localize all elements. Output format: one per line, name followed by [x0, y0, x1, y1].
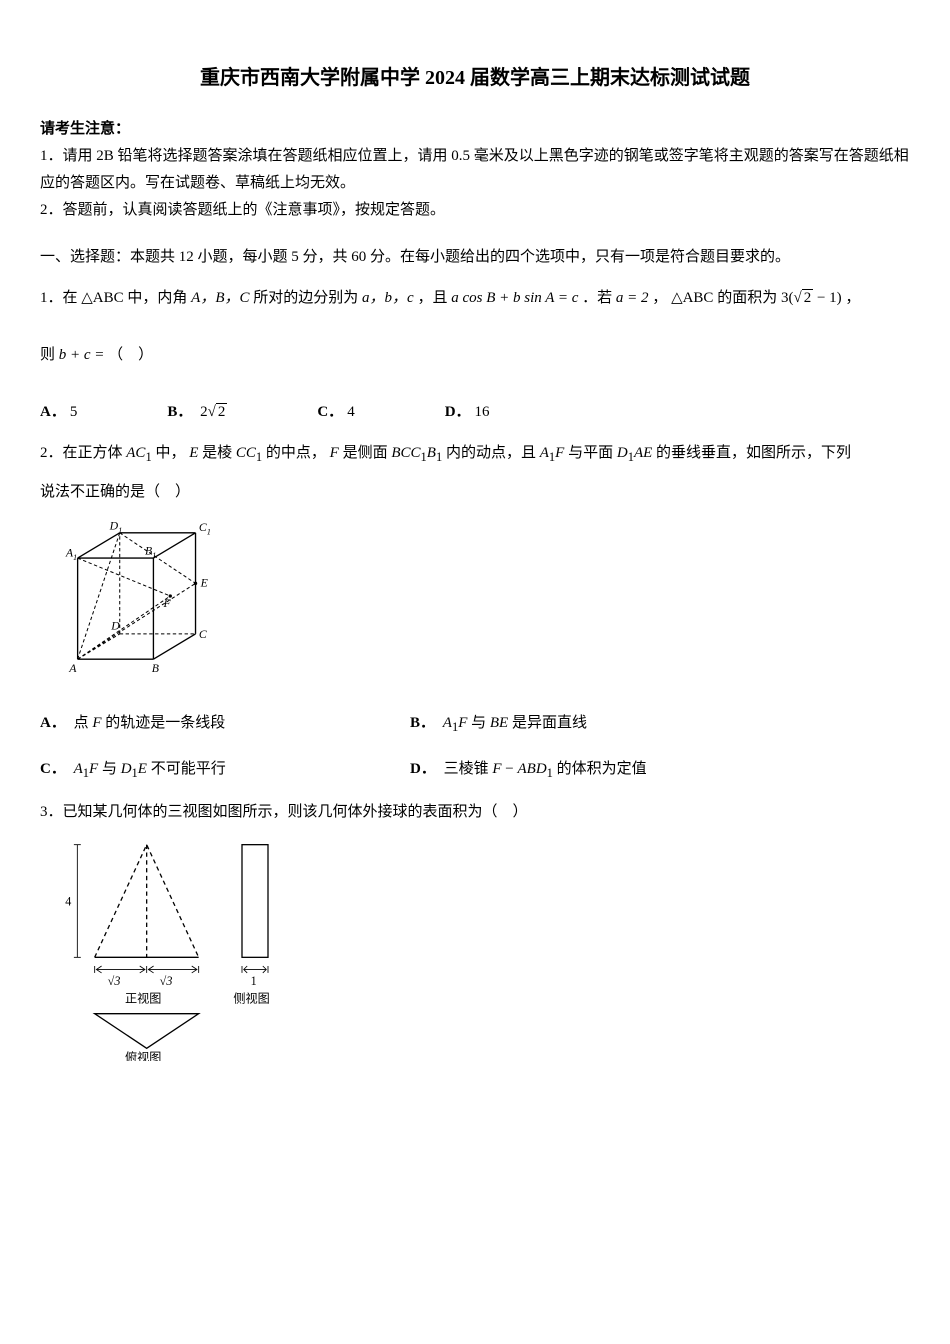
front-view-label: 正视图: [125, 990, 161, 1005]
q2-opt-a-F: F: [92, 715, 101, 731]
q2-opt-c-D1E: D1E: [121, 761, 147, 777]
q2-opt-c-A1F: A1F: [74, 761, 99, 777]
q2-opt-a-post: 的轨迹是一条线段: [105, 715, 225, 731]
notice-line-1: 1．请用 2B 铅笔将选择题答案涂填在答题纸相应位置上，请用 0.5 毫米及以上…: [40, 148, 909, 191]
q1-opt-d-val: 16: [475, 404, 490, 420]
q1-text: 1．在: [40, 290, 78, 306]
q1-sides: a，b，c: [362, 290, 414, 306]
q1-opt-b-coef: 2: [200, 404, 208, 420]
label-A: A: [68, 661, 77, 674]
q1-opt-b-expr: 2√2: [200, 403, 227, 420]
q2-option-a: A． 点 F 的轨迹是一条线段: [40, 710, 410, 739]
q2-option-d: D． 三棱锥 F − ABD1 的体积为定值: [410, 756, 910, 785]
side-view-label: 侧视图: [233, 990, 269, 1005]
q2-D1AE: D1AE: [617, 445, 652, 461]
q1-opt-b-rad: 2: [216, 403, 228, 420]
q2-cube-figure: A B C D A1 B1 C1 D1 E F: [60, 516, 230, 676]
q2-opt-d-post: 的体积为定值: [557, 761, 647, 777]
notice-line-2: 2．答题前，认真阅读答题纸上的《注意事项》，按规定答题。: [40, 202, 445, 218]
label-sqrt3-b: √3: [160, 974, 173, 988]
q2-text: 内的动点，且: [446, 445, 536, 461]
q1-blank: （ ）: [108, 347, 153, 363]
q2-text: 与平面: [568, 445, 613, 461]
q1-eq2: a = 2: [616, 290, 649, 306]
q2-E: E: [189, 445, 198, 461]
q1-text: 中，内角: [127, 290, 191, 306]
notice-block: 请考生注意： 1．请用 2B 铅笔将选择题答案涂填在答题纸相应位置上，请用 0.…: [40, 116, 910, 224]
question-3: 3．已知某几何体的三视图如图所示，则该几何体外接球的表面积为（ ） 4: [40, 799, 910, 1071]
label-F: F: [163, 596, 172, 609]
q1-eq1: a cos B + b sin A = c: [451, 290, 582, 306]
q1-stem: 1．在 △ABC 中，内角 A，B，C 所对的边分别为 a，b，c ，且 a c…: [40, 285, 910, 312]
q2-opt-a-pre: 点: [74, 715, 93, 731]
q2-text: 是侧面: [343, 445, 388, 461]
q2-stem: 2．在正方体 AC1 中， E 是棱 CC1 的中点， F 是侧面 BCC1B1…: [40, 440, 910, 469]
q1-option-b: B． 2√2: [167, 399, 227, 426]
q2-F: F: [330, 445, 339, 461]
q2-opt-b-A1F: A1F: [443, 715, 468, 731]
label-B: B: [152, 661, 159, 674]
q1-text: ，: [652, 290, 667, 306]
label-D1: D1: [109, 519, 123, 534]
q2-opt-b-BE: BE: [490, 715, 508, 731]
q1-area-expr: 3(√2 − 1): [781, 289, 845, 306]
q2-text: 是棱: [202, 445, 232, 461]
q1-text: 所对的边分别为: [253, 290, 362, 306]
section-1-heading: 一、选择题：本题共 12 小题，每小题 5 分，共 60 分。在每小题给出的四个…: [40, 244, 910, 271]
label-C: C: [199, 628, 207, 641]
q1-text: ，: [845, 290, 860, 306]
q1-triangle-2: △ABC: [671, 290, 713, 306]
notice-heading: 请考生注意：: [40, 121, 130, 137]
q1-triangle: △ABC: [81, 290, 123, 306]
label-4: 4: [65, 894, 71, 908]
q1-bc-expr: b + c =: [59, 347, 105, 363]
q2-opt-c-mid: 与: [102, 761, 117, 777]
q1-text: ．若: [582, 290, 612, 306]
q1-angles: A，B，C: [191, 290, 249, 306]
top-view-label: 俯视图: [125, 1049, 161, 1061]
q2-A1F: A1F: [540, 445, 565, 461]
label-C1: C1: [199, 521, 211, 536]
label-1: 1: [251, 974, 257, 988]
label-D: D: [110, 619, 120, 632]
q2-option-b: B． A1F 与 BE 是异面直线: [410, 710, 910, 739]
q1-text: ，且: [417, 290, 447, 306]
q1-stem-line2: 则 b + c = （ ）: [40, 342, 910, 369]
q1-text: 的面积为: [717, 290, 777, 306]
label-E: E: [200, 576, 208, 589]
q1-options: A．5 B． 2√2 C．4 D．16: [40, 399, 910, 426]
q2-cube: AC1: [126, 445, 151, 461]
q2-options: A． 点 F 的轨迹是一条线段 B． A1F 与 BE 是异面直线 C． A1F…: [40, 710, 910, 785]
q1-area-tail: − 1): [813, 290, 841, 306]
q1-option-a: A．5: [40, 399, 77, 426]
question-2: 2．在正方体 AC1 中， E 是棱 CC1 的中点， F 是侧面 BCC1B1…: [40, 440, 910, 785]
q2-opt-d-pre: 三棱锥: [444, 761, 489, 777]
label-A1: A1: [65, 546, 77, 561]
q1-option-c: C．4: [317, 399, 354, 426]
q1-text: 则: [40, 347, 55, 363]
q1-area-sqrt2: 2: [802, 289, 814, 306]
q1-opt-a-val: 5: [70, 404, 78, 420]
q1-eq1-expr: a cos B + b sin A = c: [451, 290, 578, 306]
q1-option-d: D．16: [445, 399, 490, 426]
q2-stem-line2: 说法不正确的是（ ）: [40, 479, 910, 506]
q2-opt-b-post: 是异面直线: [512, 715, 587, 731]
q1-area-3: 3(: [781, 290, 794, 306]
q2-text: 的垂线垂直，如图所示，下列: [656, 445, 851, 461]
q2-text: 中，: [155, 445, 185, 461]
q2-BCC1B1: BCC1B1: [391, 445, 442, 461]
q2-text: 2．在正方体: [40, 445, 123, 461]
q2-opt-d-F-ABD1: F − ABD1: [492, 761, 553, 777]
q2-opt-b-mid: 与: [471, 715, 490, 731]
q2-option-c: C． A1F 与 D1E 不可能平行: [40, 756, 410, 785]
question-1: 1．在 △ABC 中，内角 A，B，C 所对的边分别为 a，b，c ，且 a c…: [40, 285, 910, 426]
label-sqrt3-a: √3: [108, 974, 121, 988]
q2-opt-c-post: 不可能平行: [151, 761, 226, 777]
q2-CC1: CC1: [236, 445, 262, 461]
q2-text: 的中点，: [266, 445, 326, 461]
exam-title: 重庆市西南大学附属中学 2024 届数学高三上期末达标测试试题: [40, 60, 910, 96]
q1-opt-c-val: 4: [347, 404, 355, 420]
q3-views-figure: 4 √3 √3 1 正视图 侧视图: [60, 836, 320, 1061]
q3-stem: 3．已知某几何体的三视图如图所示，则该几何体外接球的表面积为（ ）: [40, 799, 910, 826]
